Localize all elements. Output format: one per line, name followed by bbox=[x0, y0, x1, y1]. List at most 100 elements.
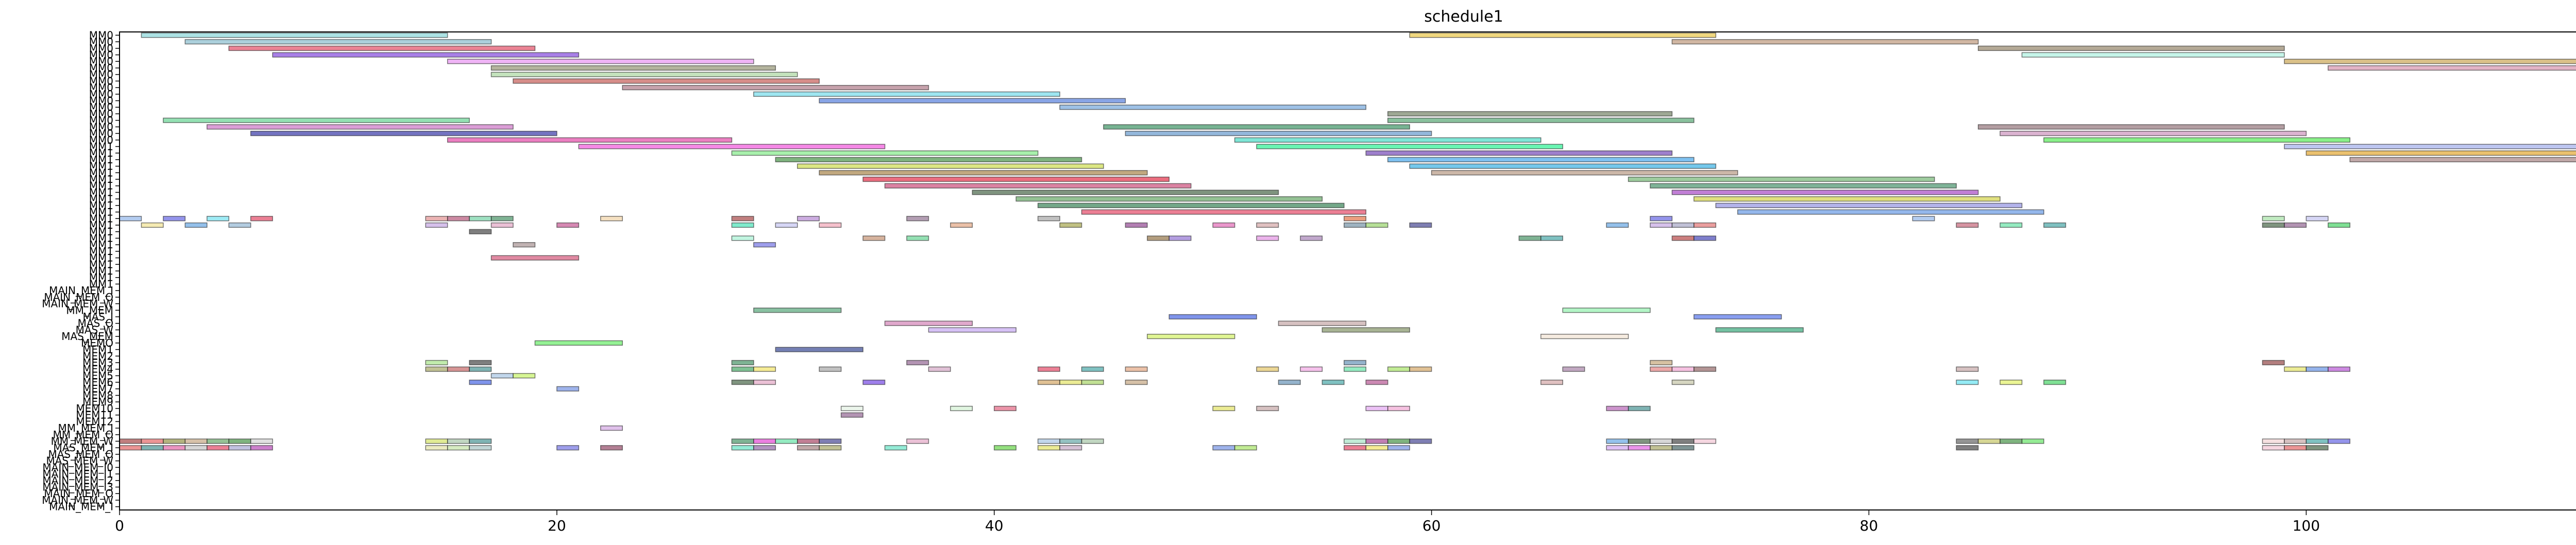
y-tick-label: MAIN_MEM_I0 bbox=[42, 461, 113, 473]
task-bar bbox=[228, 45, 536, 51]
task-block bbox=[1344, 360, 1367, 366]
task-block bbox=[163, 216, 186, 222]
task-block bbox=[1387, 405, 1410, 412]
y-tick-label: MAS_MEM_W bbox=[46, 455, 113, 467]
task-block bbox=[840, 412, 863, 418]
task-block bbox=[1168, 235, 1192, 241]
task-block bbox=[2306, 438, 2329, 444]
task-bar bbox=[2284, 144, 2576, 149]
y-tick-label: MM0 bbox=[89, 101, 113, 113]
y-tick-label: MAS_O bbox=[78, 317, 113, 330]
y-tick-label: MEM6 bbox=[82, 376, 113, 388]
task-bar bbox=[490, 255, 580, 261]
task-block bbox=[753, 445, 776, 451]
x-tick-label: 100 bbox=[2293, 517, 2320, 534]
task-block bbox=[2262, 360, 2285, 366]
task-bar bbox=[1234, 137, 1541, 143]
task-block bbox=[928, 366, 951, 372]
task-block bbox=[1956, 438, 1979, 444]
task-bar bbox=[1715, 327, 1804, 333]
task-block bbox=[1344, 216, 1367, 222]
task-bar bbox=[250, 130, 557, 137]
task-block bbox=[425, 366, 448, 372]
y-tick-label: MAIN_MEM_W bbox=[42, 494, 113, 506]
task-bar bbox=[1671, 190, 1979, 195]
task-block bbox=[469, 216, 492, 222]
task-block bbox=[119, 216, 142, 222]
task-block bbox=[1671, 445, 1694, 451]
task-block bbox=[1693, 366, 1717, 372]
y-tick-label: MM0 bbox=[89, 88, 113, 100]
task-bar bbox=[972, 190, 1279, 195]
task-bar bbox=[1977, 124, 2285, 130]
task-bar bbox=[753, 308, 842, 313]
task-block bbox=[2284, 366, 2307, 372]
task-block bbox=[2284, 222, 2307, 228]
task-block bbox=[1365, 222, 1388, 228]
task-bar bbox=[775, 157, 1082, 162]
task-bar bbox=[1015, 196, 1323, 202]
y-tick-label: MM1 bbox=[89, 271, 113, 284]
y-tick-label: MM0 bbox=[89, 114, 113, 127]
task-block bbox=[775, 222, 798, 228]
y-tick-label: MM0 bbox=[89, 29, 113, 41]
task-block bbox=[1212, 405, 1235, 412]
x-tick-label: 80 bbox=[1860, 517, 1878, 534]
task-block bbox=[1999, 380, 2023, 385]
task-bar bbox=[1321, 327, 1410, 333]
task-block bbox=[1300, 366, 1323, 372]
task-block bbox=[600, 216, 623, 222]
task-block bbox=[731, 235, 754, 241]
y-tick-label: MAIN_MEM_W bbox=[42, 298, 113, 310]
y-tick-label: MM0 bbox=[89, 127, 113, 140]
y-tick-label: MM1 bbox=[89, 232, 113, 244]
task-block bbox=[1387, 445, 1410, 451]
x-tick-label: 40 bbox=[985, 517, 1004, 534]
task-block bbox=[1540, 380, 1564, 385]
task-block bbox=[731, 360, 754, 366]
task-block bbox=[1956, 366, 1979, 372]
task-block bbox=[250, 438, 273, 444]
task-bar bbox=[2043, 137, 2350, 143]
task-bar bbox=[884, 320, 973, 326]
y-tick-label: MM1 bbox=[89, 278, 113, 290]
y-tick-label: MAIN_MEM_I3 bbox=[42, 481, 113, 493]
task-bar bbox=[1081, 209, 1367, 215]
task-block bbox=[1562, 366, 1585, 372]
task-block bbox=[753, 242, 776, 248]
task-block bbox=[1037, 438, 1060, 444]
task-bar bbox=[513, 78, 820, 84]
task-bar bbox=[753, 91, 1060, 97]
y-tick-label: MAS_W bbox=[76, 323, 114, 336]
task-bar bbox=[1737, 209, 2044, 215]
task-block bbox=[1037, 380, 1060, 385]
y-tick-label: MEMO bbox=[81, 337, 113, 349]
task-block bbox=[862, 380, 886, 385]
task-bar bbox=[1693, 196, 2001, 202]
task-block bbox=[119, 438, 142, 444]
task-bar bbox=[819, 170, 1148, 176]
task-block bbox=[1387, 366, 1410, 372]
task-bar bbox=[1387, 111, 1673, 117]
task-block bbox=[1693, 235, 1717, 241]
task-block bbox=[447, 216, 470, 222]
task-block bbox=[163, 445, 186, 451]
y-tick-label: MAIN_MEM_I bbox=[49, 501, 113, 513]
task-block bbox=[1212, 222, 1235, 228]
task-bar bbox=[731, 150, 1039, 156]
task-bar bbox=[796, 163, 1104, 169]
task-block bbox=[950, 222, 973, 228]
x-tick-label: 0 bbox=[115, 517, 124, 534]
task-block bbox=[490, 216, 514, 222]
task-bar bbox=[490, 72, 798, 77]
task-bar bbox=[2021, 52, 2285, 58]
y-tick-label: MM0 bbox=[89, 75, 113, 87]
task-block bbox=[884, 445, 907, 451]
x-tick-label: 60 bbox=[1422, 517, 1441, 534]
task-block bbox=[425, 360, 448, 366]
task-block bbox=[1999, 222, 2023, 228]
task-block bbox=[447, 445, 470, 451]
task-block bbox=[2021, 438, 2044, 444]
task-block bbox=[1409, 222, 1432, 228]
task-block bbox=[906, 438, 929, 444]
